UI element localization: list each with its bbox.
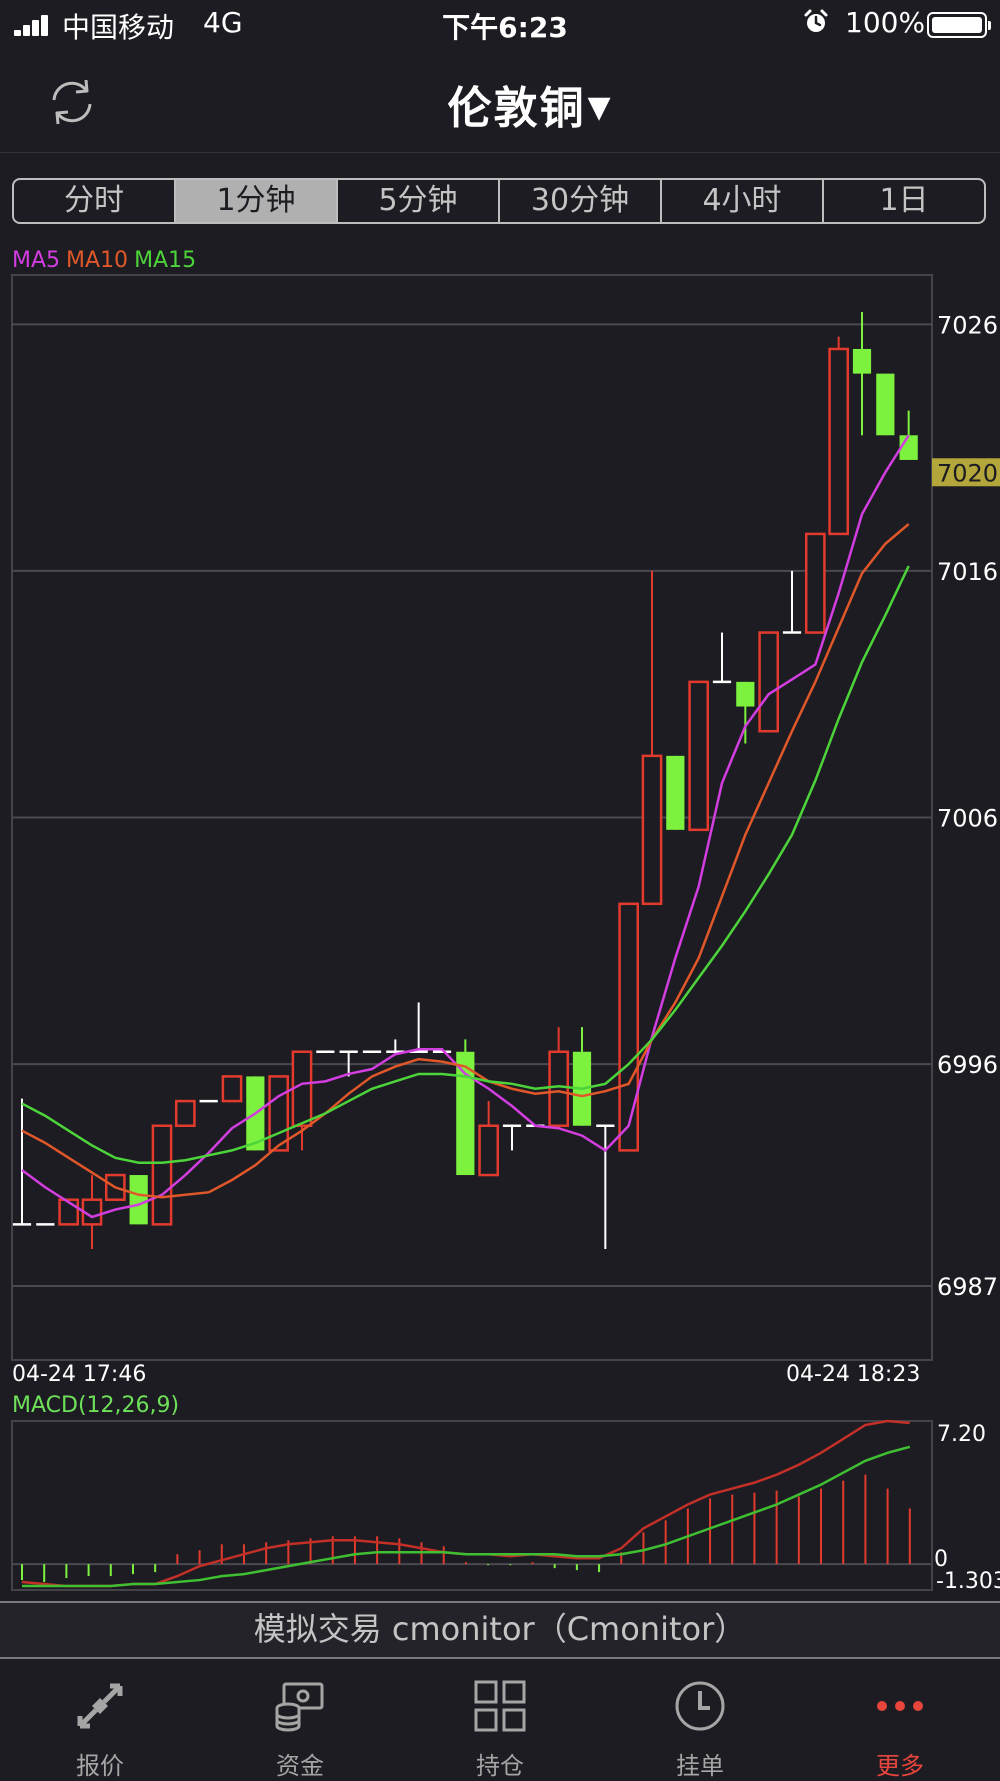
battery-percent: 100% [845, 6, 926, 39]
quote-icon [77, 1683, 123, 1729]
macd-frame [11, 1420, 933, 1591]
candle-body [641, 754, 663, 906]
ma5-line [21, 434, 910, 1219]
candle-body [758, 631, 780, 733]
nav-more-label: 更多 [876, 1752, 924, 1780]
tab-4hour[interactable]: 4小时 [660, 180, 822, 222]
candle-body [618, 902, 640, 1152]
header: 伦敦铜▼ [0, 52, 1000, 153]
current-price-tag [932, 458, 1000, 487]
tab-5min[interactable]: 5分钟 [336, 180, 498, 222]
candle-body [548, 1050, 570, 1127]
refresh-icon[interactable] [46, 76, 98, 128]
y-tick-label: 7006 [937, 805, 998, 833]
nav-quote-label: 报价 [76, 1752, 124, 1780]
candle-body [456, 1051, 475, 1176]
dropdown-caret-icon: ▼ [587, 90, 613, 125]
ma-legend: MA5 MA10 MA15 [12, 248, 202, 273]
funds-icon [275, 1682, 324, 1732]
candle-body [666, 755, 685, 830]
tab-1min[interactable]: 1分钟 [174, 180, 336, 222]
nav-orders[interactable]: 挂单 [600, 1660, 800, 1780]
candle-body [736, 681, 755, 707]
title-text: 伦敦铜 [447, 83, 586, 134]
status-time: 下午6:23 [442, 11, 568, 44]
y-tick-label: 6996 [937, 1051, 998, 1079]
nav-position-label: 持仓 [476, 1752, 524, 1780]
macd-zero-tick: 0 [934, 1547, 948, 1572]
network-type: 4G [203, 6, 243, 39]
tab-timeshare[interactable]: 分时 [64, 183, 124, 218]
y-tick-label: 7016 [937, 558, 998, 586]
candle-body [174, 1099, 196, 1127]
signal-icon [14, 14, 56, 36]
candle-body [221, 1075, 243, 1103]
candle-body [828, 347, 850, 536]
instrument-title[interactable]: 伦敦铜▼ [0, 72, 1000, 136]
ma15-label: MA15 [134, 248, 197, 273]
nav-more[interactable]: 更多 [800, 1660, 1000, 1780]
candle-body [876, 373, 895, 436]
macd-label: MACD(12,26,9) [12, 1393, 180, 1418]
x-axis-end-time: 04-24 18:23 [786, 1362, 921, 1387]
status-bar: 中国移动 4G 下午6:23 100% [0, 0, 1000, 52]
ma5-label: MA5 [12, 248, 61, 273]
alarm-icon [804, 9, 828, 32]
candle-body [688, 680, 710, 832]
carrier-name: 中国移动 [62, 11, 175, 44]
tab-1day[interactable]: 1日 [822, 180, 984, 222]
candlestick-chart[interactable]: 7026 7016 7006 6996 6987 7020 [0, 272, 1000, 1362]
clock-icon [675, 1681, 725, 1731]
nav-funds-label: 资金 [276, 1752, 324, 1780]
candle-body [129, 1175, 148, 1225]
candle-body [151, 1124, 173, 1226]
nav-quote[interactable]: 报价 [0, 1660, 200, 1780]
ma10-line [21, 523, 910, 1199]
candle-body [852, 348, 872, 374]
account-banner[interactable]: 模拟交易 cmonitor（Cmonitor） [0, 1601, 1000, 1659]
nav-orders-label: 挂单 [676, 1752, 724, 1780]
macd-bottom-tick: -1.303 [936, 1569, 1000, 1594]
macd-top-tick: 7.20 [937, 1422, 986, 1447]
candle-body [268, 1075, 290, 1152]
ma15-line [21, 565, 910, 1164]
current-price-label: 7020 [937, 459, 998, 487]
macd-dea-line [22, 1445, 911, 1588]
position-icon [474, 1680, 526, 1732]
candle-body [804, 532, 826, 634]
battery-icon [927, 12, 991, 38]
timeframe-tabs: 分时 1分钟 5分钟 30分钟 4小时 1日 [12, 178, 986, 224]
candle-body [291, 1050, 313, 1127]
nav-funds[interactable]: 资金 [200, 1660, 400, 1780]
more-icon [877, 1701, 923, 1711]
nav-position[interactable]: 持仓 [400, 1660, 600, 1780]
ma10-label: MA10 [66, 248, 129, 273]
candle-body [478, 1124, 500, 1177]
macd-chart[interactable]: 7.20 0-1.303 [0, 1418, 1000, 1598]
bottom-nav: 报价 资金 持仓 挂单 更多 [0, 1660, 1000, 1780]
x-axis-start-time: 04-24 17:46 [12, 1362, 147, 1387]
y-tick-label: 6987 [937, 1273, 998, 1301]
y-tick-label: 7026 [937, 311, 998, 339]
tab-30min[interactable]: 30分钟 [498, 180, 660, 222]
